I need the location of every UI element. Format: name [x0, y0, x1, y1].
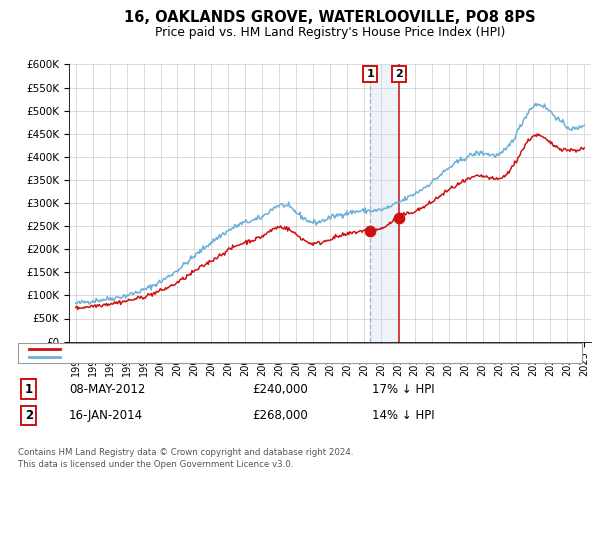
Text: 16-JAN-2014: 16-JAN-2014: [69, 409, 143, 422]
Text: HPI: Average price, detached house, Havant: HPI: Average price, detached house, Hava…: [65, 352, 307, 362]
Text: 08-MAY-2012: 08-MAY-2012: [69, 382, 145, 396]
Text: £240,000: £240,000: [252, 382, 308, 396]
Point: [365, 226, 375, 235]
Text: 2: 2: [395, 69, 403, 78]
Bar: [370, 64, 398, 342]
Text: Price paid vs. HM Land Registry's House Price Index (HPI): Price paid vs. HM Land Registry's House …: [155, 26, 505, 39]
Text: 17% ↓ HPI: 17% ↓ HPI: [372, 382, 434, 396]
Text: 1: 1: [366, 69, 374, 78]
Text: 2: 2: [25, 409, 33, 422]
Text: 1: 1: [25, 382, 33, 396]
Text: £268,000: £268,000: [252, 409, 308, 422]
Text: This data is licensed under the Open Government Licence v3.0.: This data is licensed under the Open Gov…: [18, 460, 293, 469]
Text: Contains HM Land Registry data © Crown copyright and database right 2024.: Contains HM Land Registry data © Crown c…: [18, 448, 353, 457]
Text: 16, OAKLANDS GROVE, WATERLOOVILLE, PO8 8PS (detached house): 16, OAKLANDS GROVE, WATERLOOVILLE, PO8 8…: [65, 344, 438, 354]
Text: 16, OAKLANDS GROVE, WATERLOOVILLE, PO8 8PS: 16, OAKLANDS GROVE, WATERLOOVILLE, PO8 8…: [124, 11, 536, 25]
Text: 14% ↓ HPI: 14% ↓ HPI: [372, 409, 434, 422]
Point: [394, 213, 403, 222]
